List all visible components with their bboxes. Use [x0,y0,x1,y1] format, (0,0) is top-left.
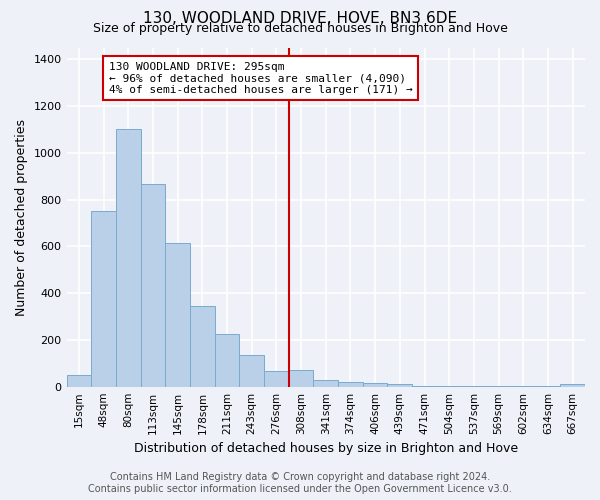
Bar [91,211,116,386]
Bar [388,384,412,386]
Text: Contains HM Land Registry data © Crown copyright and database right 2024.
Contai: Contains HM Land Registry data © Crown c… [88,472,512,494]
X-axis label: Distribution of detached houses by size in Brighton and Hove: Distribution of detached houses by size … [134,442,518,455]
Text: 130, WOODLAND DRIVE, HOVE, BN3 6DE: 130, WOODLAND DRIVE, HOVE, BN3 6DE [143,11,457,26]
Bar [190,306,215,386]
Bar [313,380,338,386]
Bar [560,384,585,386]
Bar [67,375,91,386]
Bar [215,334,239,386]
Text: Size of property relative to detached houses in Brighton and Hove: Size of property relative to detached ho… [92,22,508,35]
Bar [165,243,190,386]
Bar [338,382,363,386]
Bar [264,372,289,386]
Bar [239,355,264,386]
Text: 130 WOODLAND DRIVE: 295sqm
← 96% of detached houses are smaller (4,090)
4% of se: 130 WOODLAND DRIVE: 295sqm ← 96% of deta… [109,62,412,94]
Bar [363,383,388,386]
Bar [116,130,140,386]
Bar [289,370,313,386]
Y-axis label: Number of detached properties: Number of detached properties [15,118,28,316]
Bar [140,184,165,386]
